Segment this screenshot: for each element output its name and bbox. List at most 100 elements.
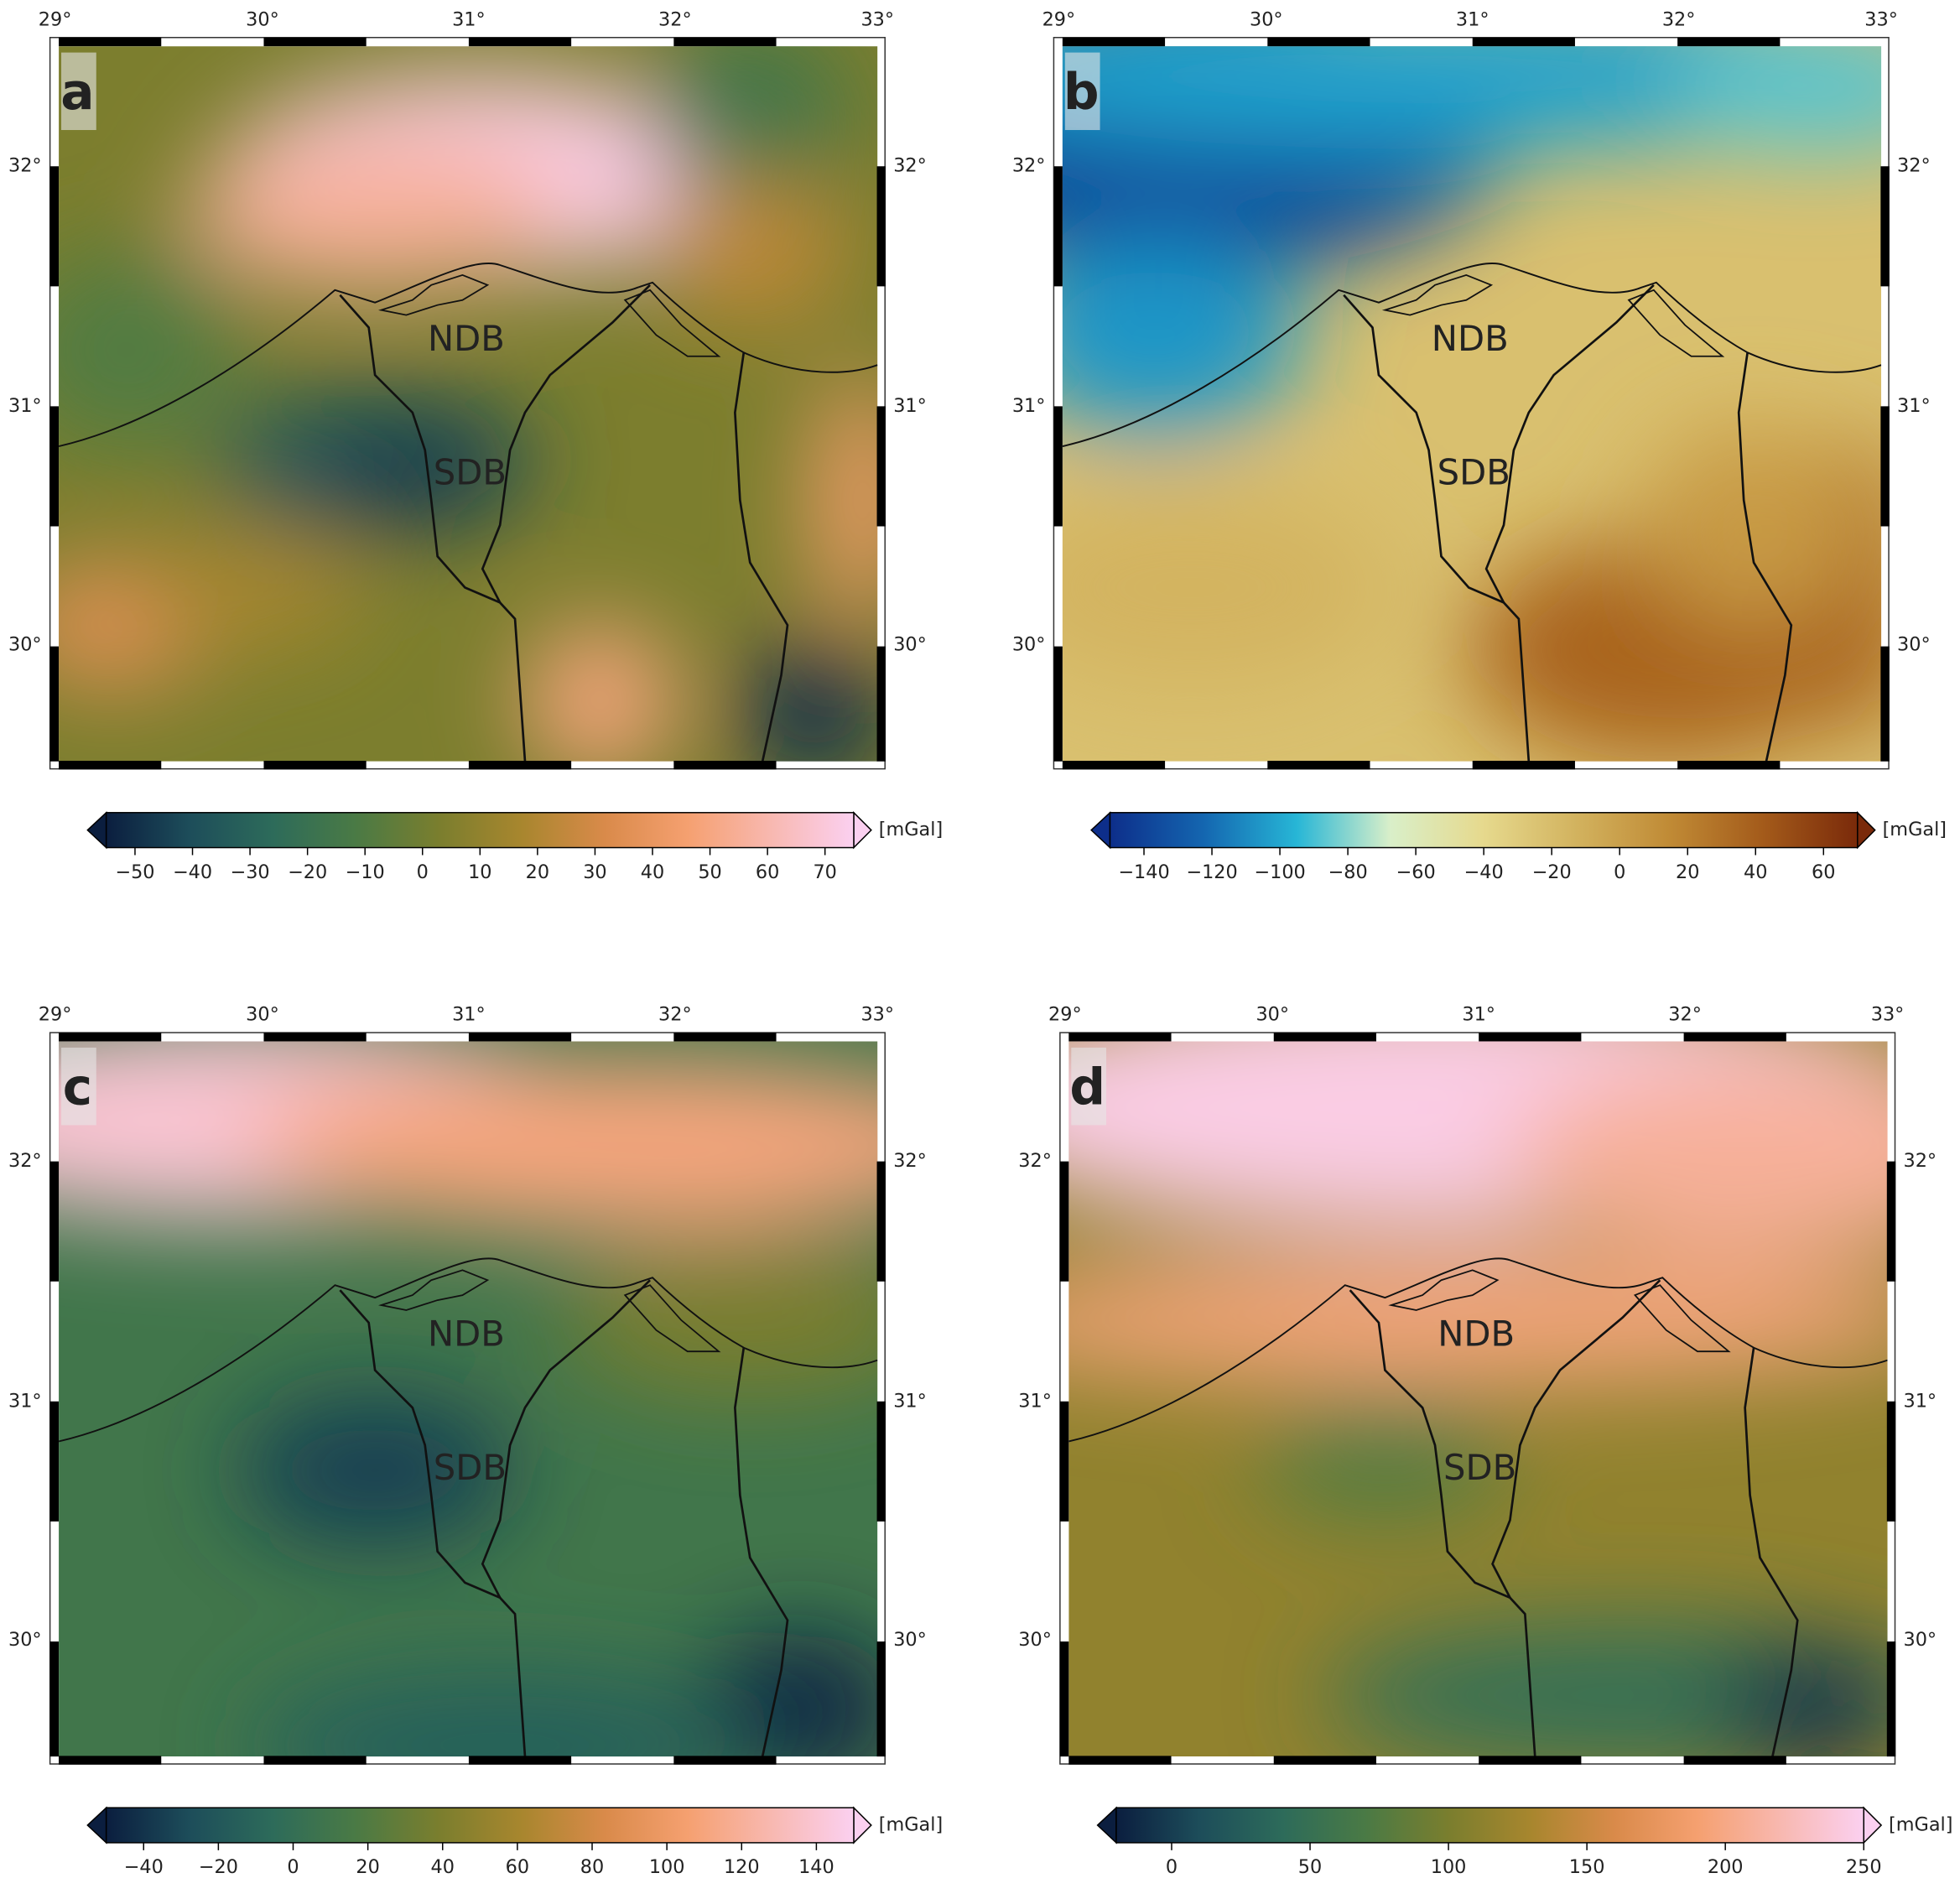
field-blob xyxy=(1666,46,1882,150)
lat-label: 30° xyxy=(893,1629,927,1651)
lon-label: 31° xyxy=(452,1004,486,1026)
colorbar-tick-label: 20 xyxy=(356,1856,379,1878)
colorbar-tick-label: 100 xyxy=(1431,1856,1467,1878)
colorbar-tick-label: 20 xyxy=(1676,861,1699,883)
colorbar-min xyxy=(86,811,107,850)
field-blobs xyxy=(1068,1041,1888,1757)
colorbar-tick-label: −120 xyxy=(1186,861,1237,883)
lat-label: 30° xyxy=(8,634,42,656)
map-field xyxy=(1062,46,1882,762)
colorbar-tick-label: 0 xyxy=(1614,861,1625,883)
river xyxy=(1737,352,1793,762)
lat-label: 30° xyxy=(1018,1629,1052,1651)
colorbar-tick-label: 0 xyxy=(417,861,429,883)
colorbar-tick-label: 120 xyxy=(724,1856,760,1878)
lon-label: 32° xyxy=(658,8,692,30)
field-blob xyxy=(137,524,363,651)
lat-label: 30° xyxy=(893,634,927,656)
colorbar xyxy=(1115,1807,1864,1844)
colorbar-tick-label: −40 xyxy=(1464,861,1504,883)
lon-label: 32° xyxy=(658,1004,692,1026)
colorbar-max xyxy=(853,810,872,850)
field-blob xyxy=(237,1395,513,1546)
field-blob xyxy=(59,250,238,450)
lat-label: 32° xyxy=(893,1150,927,1172)
field-blob xyxy=(1640,424,1867,626)
colorbar-tick-label: 0 xyxy=(287,1856,299,1878)
lon-label: 32° xyxy=(1668,1004,1702,1026)
colorbar-max xyxy=(1863,1806,1883,1844)
annotation: NDB xyxy=(428,1313,505,1354)
map-field xyxy=(59,46,878,762)
lat-label: 31° xyxy=(1012,395,1046,417)
field-blob xyxy=(1062,237,1304,438)
label-box xyxy=(1071,1047,1107,1126)
lat-label: 31° xyxy=(893,395,927,417)
colorbar-tick-label: 100 xyxy=(649,1856,685,1878)
lon-label: 29° xyxy=(1042,8,1076,30)
colorbar-tick-label: 140 xyxy=(798,1856,834,1878)
lon-label: 32° xyxy=(1662,8,1696,30)
river xyxy=(481,284,651,604)
field-blob xyxy=(250,1670,751,1757)
field-blob xyxy=(1260,1395,1510,1521)
colorbar-min xyxy=(1090,811,1111,850)
colorbar-tick-label: −100 xyxy=(1254,861,1305,883)
field-blob xyxy=(312,424,513,525)
lat-label: 30° xyxy=(8,1629,42,1651)
field-blob xyxy=(562,1245,878,1396)
field-blob xyxy=(1510,1057,1888,1258)
annotation: SDB xyxy=(1438,451,1510,492)
annotation: SDB xyxy=(1443,1447,1516,1488)
colorbar-tick-label: 60 xyxy=(756,861,779,883)
lat-label: 30° xyxy=(1897,634,1931,656)
colorbar-tick-label: 40 xyxy=(641,861,664,883)
colorbar-tick-label: −20 xyxy=(1532,861,1572,883)
lat-label: 32° xyxy=(1012,155,1046,177)
field-blob xyxy=(1068,1257,1888,1383)
lon-label: 33° xyxy=(1864,8,1898,30)
frame xyxy=(1059,1032,1896,1765)
lon-label: 30° xyxy=(1250,8,1283,30)
panel-label: c xyxy=(63,1059,92,1116)
lon-label: 33° xyxy=(860,8,894,30)
colorbar-tick-label: −140 xyxy=(1118,861,1169,883)
lat-label: 32° xyxy=(1018,1150,1052,1172)
colorbar-tick-label: −30 xyxy=(231,861,270,883)
colorbar-tick-label: 50 xyxy=(698,861,721,883)
colorbar-tick-label: 40 xyxy=(1744,861,1767,883)
lon-label: 29° xyxy=(39,8,72,30)
map-field xyxy=(59,1041,878,1757)
river xyxy=(339,1289,527,1757)
annotation: SDB xyxy=(434,451,507,492)
colorbar-tick-label: −40 xyxy=(173,861,212,883)
field-blob xyxy=(1722,1645,1888,1757)
field-blobs xyxy=(1062,46,1882,762)
lat-label: 31° xyxy=(893,1390,927,1412)
colorbar-tick-label: −40 xyxy=(124,1856,164,1878)
lat-label: 32° xyxy=(1897,155,1931,177)
lat-label: 32° xyxy=(893,155,927,177)
lat-label: 30° xyxy=(1012,634,1046,656)
panel-label: d xyxy=(1069,1059,1105,1116)
lakes xyxy=(1388,1269,1731,1353)
colorbar xyxy=(105,1807,855,1844)
lon-label: 29° xyxy=(1048,1004,1082,1026)
colorbar-tick-label: 150 xyxy=(1569,1856,1605,1878)
panel: d NDB SDB 29° 30° 31° 32° 33° 32° 32° 31° 31° 30° 30°… xyxy=(1018,1004,1952,1878)
colorbar-unit: [mGal] xyxy=(879,1814,943,1836)
lat-label: 31° xyxy=(1018,1390,1052,1412)
river xyxy=(1349,1289,1536,1757)
field-blob xyxy=(737,637,878,762)
river xyxy=(1343,294,1531,762)
panel: c NDB SDB 29° 30° 31° 32° 33° 32° 32° 31° 31° 30° 30°… xyxy=(8,1004,943,1878)
field-blob xyxy=(699,1632,878,1757)
colorbar-tick-label: 200 xyxy=(1708,1856,1744,1878)
river xyxy=(1744,1347,1799,1757)
lon-label: 31° xyxy=(1462,1004,1495,1026)
colorbar-tick-label: 30 xyxy=(583,861,606,883)
river xyxy=(1491,1279,1661,1599)
colorbar-max xyxy=(1857,810,1876,850)
colorbar-tick-label: −60 xyxy=(1396,861,1436,883)
colorbar-tick-label: −80 xyxy=(1328,861,1368,883)
